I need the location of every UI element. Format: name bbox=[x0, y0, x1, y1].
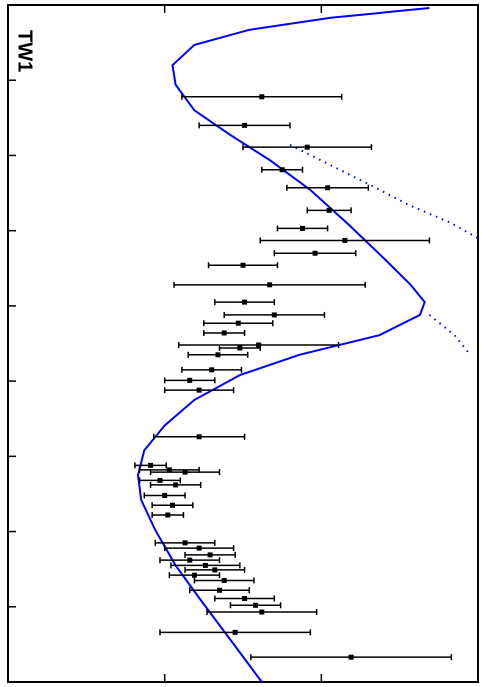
data-point bbox=[240, 262, 246, 268]
dotted-curve bbox=[289, 144, 479, 356]
data-point bbox=[259, 609, 265, 615]
data-point bbox=[259, 94, 265, 100]
data-point bbox=[173, 482, 179, 488]
data-point bbox=[304, 144, 310, 150]
data-point bbox=[182, 469, 188, 475]
data-point bbox=[242, 122, 248, 128]
data-point bbox=[215, 352, 221, 358]
data-point bbox=[162, 492, 168, 498]
data-point bbox=[348, 654, 354, 660]
data-point bbox=[232, 629, 238, 635]
data-point bbox=[271, 312, 277, 318]
data-point bbox=[342, 237, 348, 243]
data-point bbox=[165, 512, 171, 518]
data-point bbox=[212, 567, 218, 573]
data-point bbox=[170, 502, 175, 508]
data-point bbox=[256, 342, 262, 348]
data-point bbox=[312, 250, 318, 256]
chart-title: TW1 bbox=[14, 30, 36, 72]
data-point bbox=[182, 540, 188, 546]
data-point bbox=[217, 587, 222, 593]
data-point bbox=[221, 577, 227, 583]
data-point bbox=[191, 572, 197, 578]
data-point bbox=[235, 320, 241, 326]
plot-frame bbox=[7, 4, 479, 683]
curve bbox=[136, 7, 430, 683]
data-point bbox=[187, 377, 193, 383]
data-point bbox=[209, 367, 215, 373]
data-point bbox=[237, 345, 243, 351]
data-point bbox=[202, 562, 208, 568]
data-point bbox=[207, 552, 213, 558]
data-point bbox=[267, 282, 273, 288]
data-point bbox=[157, 477, 163, 483]
data-point bbox=[300, 225, 306, 231]
data-point bbox=[253, 602, 259, 608]
data-point bbox=[242, 299, 248, 305]
data-point bbox=[187, 557, 193, 563]
data-point bbox=[196, 434, 202, 440]
data-point bbox=[221, 330, 227, 336]
data-point bbox=[196, 545, 202, 551]
data-point bbox=[242, 596, 248, 602]
data-point bbox=[326, 207, 332, 213]
data-point bbox=[325, 185, 331, 191]
data-point bbox=[166, 467, 172, 473]
data-point bbox=[148, 462, 154, 468]
data-point bbox=[196, 387, 202, 393]
data-point bbox=[279, 167, 285, 173]
